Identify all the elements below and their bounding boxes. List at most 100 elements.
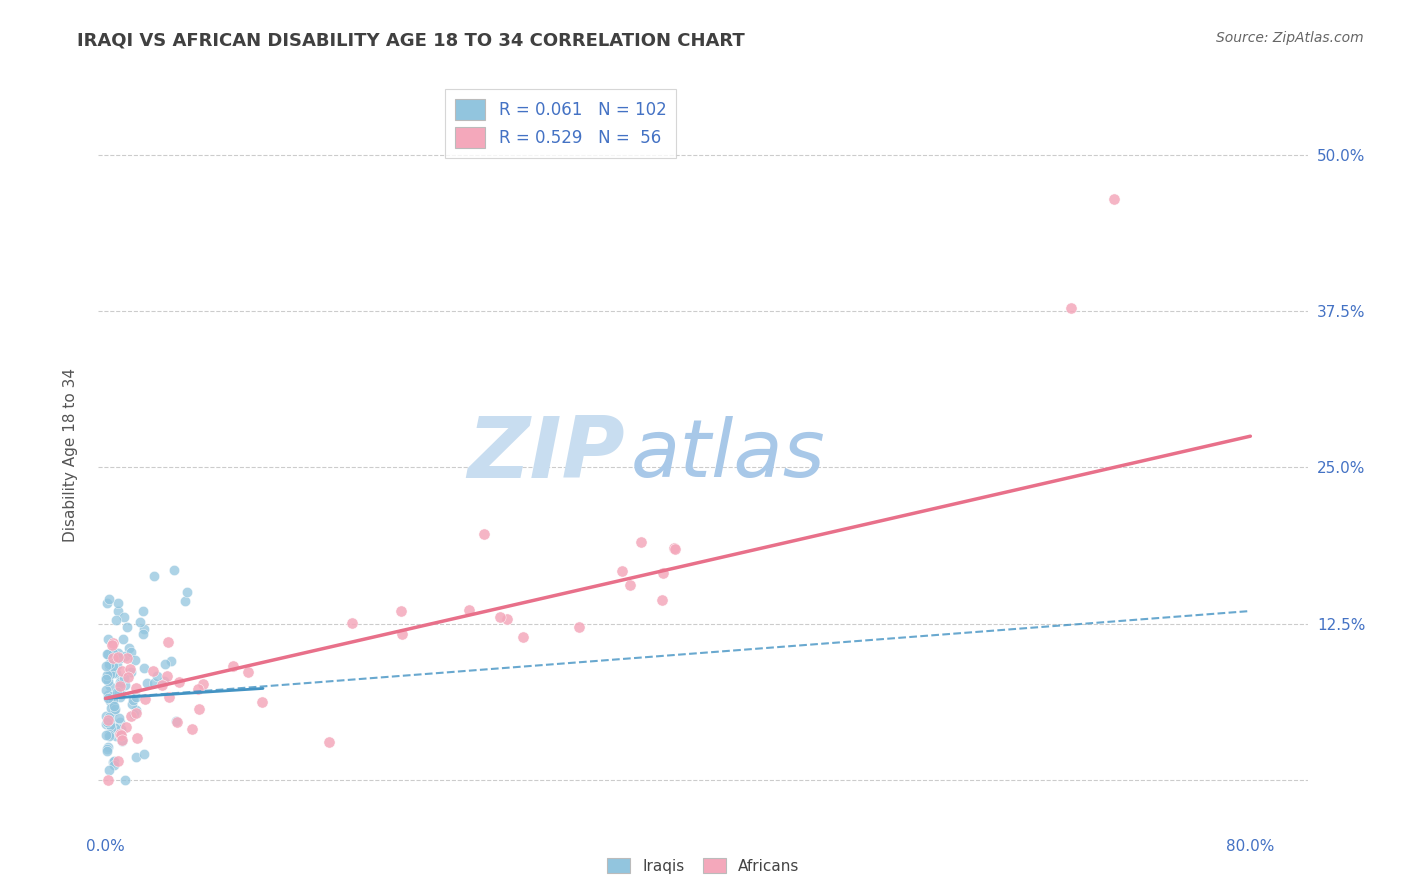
Point [98, 718, 121, 732]
Legend: Iraqis, Africans: Iraqis, Africans [600, 852, 806, 880]
Point [110, 687, 132, 701]
Text: IRAQI VS AFRICAN DISABILITY AGE 18 TO 34 CORRELATION CHART: IRAQI VS AFRICAN DISABILITY AGE 18 TO 34… [77, 31, 745, 49]
Point [114, 649, 136, 664]
Point [97, 763, 120, 777]
Point [110, 728, 132, 742]
Point [167, 675, 190, 690]
Point [111, 734, 134, 748]
Point [118, 641, 141, 656]
Point [120, 665, 142, 679]
Point [117, 670, 139, 684]
Point [166, 714, 188, 729]
Point [142, 665, 165, 679]
Point [187, 682, 209, 697]
Point [187, 702, 209, 716]
Point [105, 658, 128, 673]
Point [472, 527, 495, 541]
Point [97, 647, 120, 661]
Point [110, 714, 132, 729]
Point [110, 724, 132, 739]
Point [104, 665, 127, 680]
Point [103, 666, 125, 681]
Point [107, 754, 129, 768]
Point [103, 699, 125, 714]
Point [120, 662, 142, 676]
Point [94, 717, 117, 731]
Point [112, 610, 135, 624]
Point [125, 681, 148, 695]
Point [157, 635, 180, 649]
Point [651, 593, 673, 607]
Point [105, 613, 128, 627]
Point [97, 740, 120, 755]
Point [163, 563, 186, 577]
Point [115, 620, 138, 634]
Point [103, 651, 125, 665]
Point [97, 657, 120, 671]
Point [97, 632, 120, 647]
Point [94, 659, 117, 673]
Point [96, 741, 118, 756]
Point [108, 711, 131, 725]
Point [125, 703, 148, 717]
Point [222, 659, 245, 673]
Point [176, 584, 198, 599]
Point [252, 695, 274, 709]
Point [101, 693, 124, 707]
Legend: R = 0.061   N = 102, R = 0.529   N =  56: R = 0.061 N = 102, R = 0.529 N = 56 [446, 88, 676, 158]
Point [110, 690, 132, 705]
Point [96, 672, 118, 686]
Point [495, 612, 517, 626]
Point [664, 542, 686, 557]
Point [630, 535, 652, 549]
Point [94, 671, 117, 685]
Point [114, 772, 136, 787]
Point [103, 758, 125, 772]
Point [97, 674, 120, 689]
Point [612, 564, 634, 578]
Point [101, 638, 124, 652]
Point [97, 690, 120, 705]
Point [108, 677, 131, 691]
Point [105, 684, 128, 698]
Point [98, 666, 121, 681]
Point [100, 721, 122, 735]
Point [111, 732, 134, 747]
Point [96, 596, 118, 610]
Point [103, 755, 125, 769]
Point [159, 654, 181, 668]
Point [97, 688, 120, 702]
Point [125, 690, 148, 704]
Point [101, 636, 124, 650]
Point [100, 701, 122, 715]
Point [143, 569, 166, 583]
Point [238, 665, 260, 679]
Point [97, 716, 120, 731]
Point [662, 541, 685, 555]
Point [134, 692, 156, 706]
Point [108, 675, 131, 690]
Point [391, 627, 413, 641]
Point [96, 714, 118, 729]
Point [107, 604, 129, 618]
Point [122, 706, 145, 721]
Point [124, 653, 146, 667]
Point [104, 702, 127, 716]
Point [94, 683, 117, 698]
Point [1060, 301, 1083, 315]
Point [107, 684, 129, 698]
Point [157, 690, 180, 704]
Point [153, 674, 176, 689]
Point [121, 697, 143, 711]
Point [107, 649, 129, 664]
Point [98, 591, 121, 606]
Point [98, 679, 121, 693]
Point [568, 620, 591, 634]
Point [103, 646, 125, 660]
Point [165, 714, 187, 728]
Point [104, 649, 127, 664]
Point [101, 689, 124, 703]
Point [129, 615, 152, 629]
Point [132, 622, 155, 636]
Point [98, 658, 121, 673]
